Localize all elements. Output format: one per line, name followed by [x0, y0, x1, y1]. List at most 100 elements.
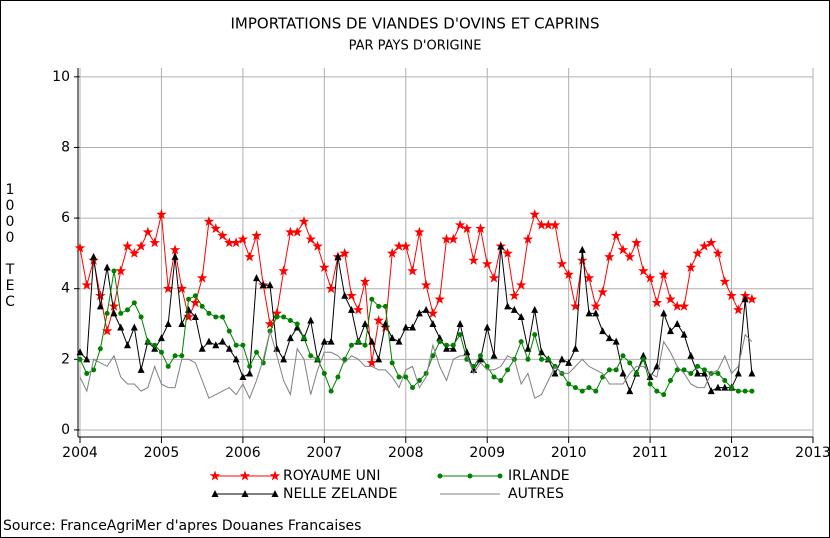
circle-marker [498, 378, 504, 384]
star-marker [516, 279, 527, 290]
star-marker [746, 293, 758, 304]
star-marker [346, 290, 357, 301]
circle-marker [613, 367, 619, 373]
star-marker [359, 276, 371, 287]
triangle-marker [612, 337, 620, 345]
star-marker [156, 209, 167, 219]
triangle-marker [694, 369, 702, 377]
star-marker [549, 219, 561, 230]
star-marker [298, 216, 310, 227]
triangle-marker [191, 312, 199, 320]
star-marker [719, 276, 730, 287]
circle-marker [572, 385, 578, 391]
triangle-marker [585, 309, 593, 317]
triangle-marker [117, 323, 125, 331]
circle-marker [722, 378, 728, 384]
circle-marker [152, 342, 158, 348]
circle-marker [640, 356, 646, 362]
star-marker [135, 240, 147, 251]
star-marker [556, 258, 568, 269]
star-marker [706, 237, 717, 248]
star-marker [658, 269, 669, 279]
circle-marker [681, 367, 687, 373]
triangle-marker [241, 490, 249, 497]
circle-marker [606, 367, 612, 373]
star-marker [624, 251, 635, 262]
x-tick-label: 2011 [632, 445, 668, 461]
triangle-marker [327, 337, 335, 345]
triangle-marker [734, 369, 742, 377]
star-marker [163, 283, 174, 294]
triangle-marker [415, 309, 423, 317]
star-marker [278, 265, 289, 276]
circle-marker [430, 353, 436, 359]
star-marker [239, 470, 251, 481]
star-marker [95, 290, 106, 301]
triangle-marker [680, 330, 688, 338]
star-marker [482, 258, 493, 269]
triangle-marker [700, 369, 708, 377]
triangle-marker [198, 344, 206, 352]
circle-marker [97, 346, 103, 352]
triangle-marker [123, 341, 131, 349]
circle-marker [566, 381, 572, 387]
star-marker [81, 279, 92, 290]
star-marker [366, 357, 377, 368]
circle-marker [287, 317, 293, 323]
circle-marker [315, 356, 321, 362]
triangle-marker [687, 351, 695, 359]
circle-marker [91, 367, 97, 373]
circle-marker [328, 388, 334, 394]
star-marker [563, 269, 574, 279]
circle-marker [77, 356, 83, 362]
x-tick-label: 2012 [714, 445, 750, 461]
y-tick-label: 10 [52, 69, 70, 85]
star-marker [353, 304, 364, 315]
circle-marker [145, 339, 151, 345]
star-marker [244, 251, 255, 262]
circle-marker [627, 360, 633, 366]
triangle-marker [660, 309, 668, 317]
star-marker [325, 283, 337, 294]
circle-marker [715, 370, 721, 376]
circle-marker [111, 268, 117, 274]
circle-marker [220, 314, 226, 320]
circle-marker [253, 349, 259, 355]
star-marker [190, 297, 201, 308]
triangle-marker [673, 320, 681, 328]
circle-marker [247, 363, 253, 369]
star-marker [129, 247, 140, 258]
star-marker [583, 272, 595, 283]
circle-marker [179, 353, 185, 359]
triangle-marker [157, 334, 165, 342]
star-marker [251, 230, 262, 241]
circle-marker [518, 339, 524, 345]
triangle-marker [721, 383, 729, 391]
circle-marker [729, 385, 735, 391]
star-marker [536, 219, 547, 230]
star-marker [149, 237, 160, 248]
circle-marker [484, 363, 490, 369]
legend-label: IRLANDE [508, 468, 570, 484]
triangle-marker [504, 302, 512, 310]
circle-marker [497, 473, 503, 479]
triangle-marker [205, 337, 213, 345]
triangle-marker [137, 365, 145, 373]
triangle-marker [375, 355, 383, 363]
circle-marker [647, 381, 653, 387]
circle-marker [654, 388, 660, 394]
series-line [79, 213, 753, 363]
circle-marker [172, 353, 178, 359]
y-tick-label: 8 [61, 139, 70, 155]
triangle-marker [320, 337, 328, 345]
star-marker [502, 247, 513, 258]
circle-marker [124, 307, 130, 313]
chart-subtitle: PAR PAYS D'ORIGINE [349, 39, 482, 54]
circle-marker [131, 300, 137, 306]
triangle-marker [476, 355, 484, 363]
circle-marker [437, 473, 443, 479]
triangle-marker [395, 337, 403, 345]
star-marker [319, 262, 330, 272]
triangle-marker [259, 281, 267, 289]
